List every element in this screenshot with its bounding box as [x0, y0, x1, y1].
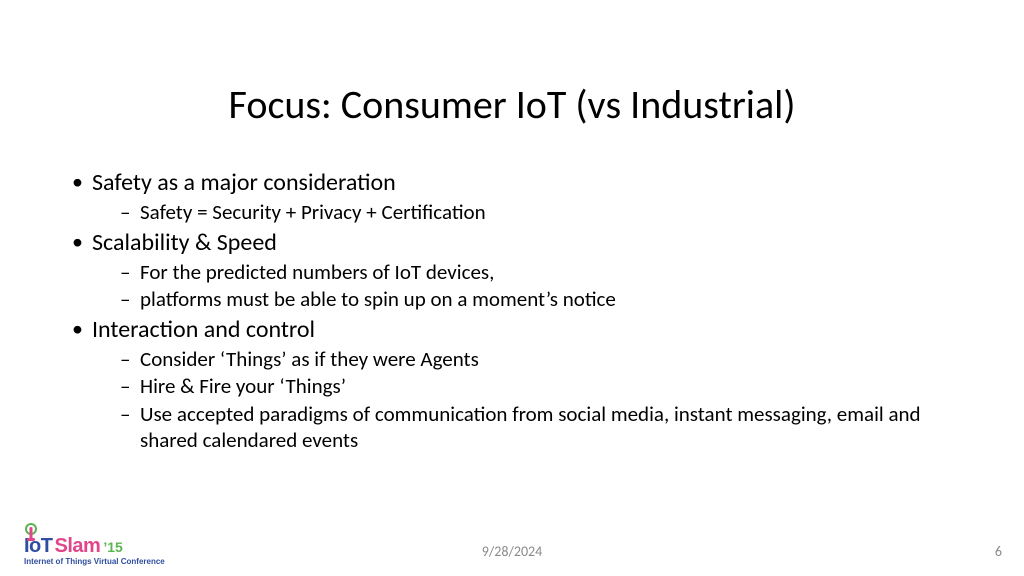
sub-bullet-item: Safety = Security + Privacy + Certificat…: [92, 200, 964, 226]
sub-bullet-list: For the predicted numbers of IoT devices…: [92, 260, 964, 313]
sub-bullet-list: Safety = Security + Privacy + Certificat…: [92, 200, 964, 226]
logo-subtitle: Internet of Things Virtual Conference: [24, 557, 165, 566]
bullet-text: Scalability & Speed: [92, 228, 277, 257]
sub-bullet-item: For the predicted numbers of IoT devices…: [92, 260, 964, 286]
slide-title: Focus: Consumer IoT (vs Industrial): [0, 80, 1024, 129]
logo-text-slam: Slam: [55, 535, 101, 558]
sub-bullet-item: platforms must be able to spin up on a m…: [92, 287, 964, 313]
sub-bullet-item: Use accepted paradigms of communication …: [92, 402, 964, 453]
slide-body: Safety as a major consideration Safety =…: [68, 168, 964, 455]
bullet-text: Safety as a major consideration: [92, 168, 396, 197]
logo-mark-icon: [22, 523, 40, 543]
bullet-item: Interaction and control Consider ‘Things…: [68, 315, 964, 453]
bullet-item: Scalability & Speed For the predicted nu…: [68, 228, 964, 313]
logo-text-year: ’15: [103, 539, 122, 555]
bullet-item: Safety as a major consideration Safety =…: [68, 168, 964, 226]
sub-bullet-item: Consider ‘Things’ as if they were Agents: [92, 347, 964, 373]
sub-bullet-item: Hire & Fire your ‘Things’: [92, 374, 964, 400]
bullet-text: Interaction and control: [92, 315, 315, 344]
bullet-list: Safety as a major consideration Safety =…: [68, 168, 964, 453]
sub-bullet-list: Consider ‘Things’ as if they were Agents…: [92, 347, 964, 453]
conference-logo: IoT Slam ’15 Internet of Things Virtual …: [24, 535, 165, 566]
slide: Focus: Consumer IoT (vs Industrial) Safe…: [0, 0, 1024, 576]
footer-page-number: 6: [995, 543, 1002, 560]
